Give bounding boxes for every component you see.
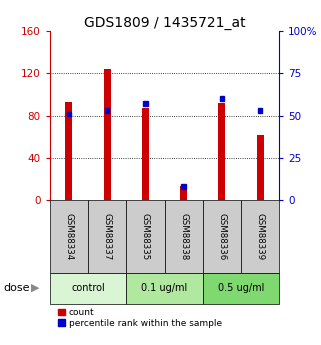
Bar <box>203 200 241 273</box>
Text: GSM88337: GSM88337 <box>103 213 112 260</box>
Text: ▶: ▶ <box>30 283 39 293</box>
Bar <box>258 108 263 113</box>
Bar <box>126 273 203 304</box>
Legend: count, percentile rank within the sample: count, percentile rank within the sample <box>58 308 222 328</box>
Bar <box>104 69 110 200</box>
Bar <box>164 200 203 273</box>
Bar <box>65 102 72 200</box>
Bar <box>180 186 187 200</box>
Bar <box>142 108 149 200</box>
Text: 0.1 ug/ml: 0.1 ug/ml <box>141 283 188 293</box>
Bar <box>88 200 126 273</box>
Bar <box>66 111 71 116</box>
Bar <box>219 103 225 200</box>
Bar <box>126 200 164 273</box>
Text: control: control <box>71 283 105 293</box>
Bar <box>143 101 148 106</box>
Bar <box>203 273 279 304</box>
Bar <box>50 200 88 273</box>
Bar <box>181 184 186 189</box>
Bar <box>105 108 109 113</box>
Bar <box>257 135 264 200</box>
Bar <box>220 96 224 101</box>
Text: GSM88335: GSM88335 <box>141 213 150 260</box>
Text: GSM88339: GSM88339 <box>256 213 265 260</box>
Text: GSM88338: GSM88338 <box>179 213 188 260</box>
Bar <box>241 200 279 273</box>
Bar <box>50 273 126 304</box>
Text: GSM88334: GSM88334 <box>65 213 74 260</box>
Text: GSM88336: GSM88336 <box>217 213 226 260</box>
Text: 0.5 ug/ml: 0.5 ug/ml <box>218 283 264 293</box>
Text: dose: dose <box>3 283 30 293</box>
Title: GDS1809 / 1435721_at: GDS1809 / 1435721_at <box>84 16 245 30</box>
